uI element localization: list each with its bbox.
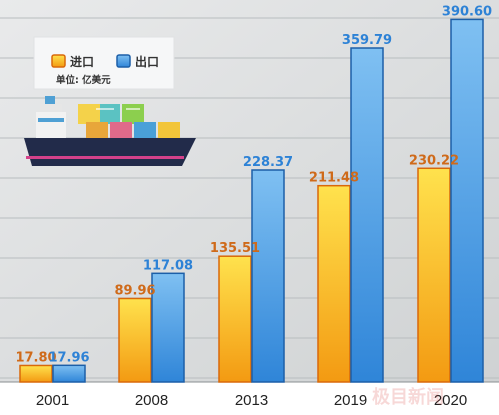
value-label-export-2008: 117.08	[143, 258, 193, 273]
value-label-import-2019: 211.48	[309, 171, 359, 186]
x-tick-label-2019: 2019	[334, 392, 367, 409]
value-label-import-2013: 135.51	[210, 241, 260, 256]
value-label-export-2013: 228.37	[243, 155, 293, 170]
legend-swatch-export	[116, 54, 131, 68]
bar-export-2001	[52, 364, 86, 383]
bar-export-2008	[151, 272, 185, 383]
bar-import-2019	[317, 184, 351, 383]
bar-import-2001	[19, 364, 53, 383]
bar-import-2008	[118, 297, 152, 383]
legend-swatch-import	[51, 54, 66, 68]
value-label-export-2001: 17.96	[48, 350, 89, 365]
bar-import-2020	[417, 167, 451, 383]
legend: 进口 出口 单位: 亿美元	[33, 36, 175, 90]
unit-label: 单位: 亿美元	[56, 74, 111, 86]
value-label-export-2019: 359.79	[342, 33, 392, 48]
value-label-export-2020: 390.60	[442, 4, 492, 19]
value-label-import-2020: 230.22	[409, 153, 459, 168]
bars-layer	[19, 18, 484, 383]
bar-import-2013	[218, 255, 252, 383]
value-label-import-2001: 17.80	[15, 350, 56, 365]
x-tick-label-2013: 2013	[235, 392, 268, 409]
legend-label-import: 进口	[70, 54, 94, 69]
x-tick-label-2008: 2008	[135, 392, 168, 409]
bar-export-2013	[251, 169, 285, 383]
x-tick-label-2020: 2020	[434, 392, 467, 409]
value-label-import-2008: 89.96	[114, 283, 155, 298]
cargo-ship-icon	[24, 96, 196, 166]
x-tick-label-2001: 2001	[36, 392, 69, 409]
legend-label-export: 出口	[135, 54, 159, 69]
bar-export-2019	[350, 47, 384, 383]
bar-export-2020	[450, 18, 484, 383]
watermark: 极目新闻	[372, 386, 444, 408]
axis-band	[0, 382, 499, 415]
x-tick-labels-layer: 2001 2008 2013 2019 2020	[36, 392, 467, 409]
